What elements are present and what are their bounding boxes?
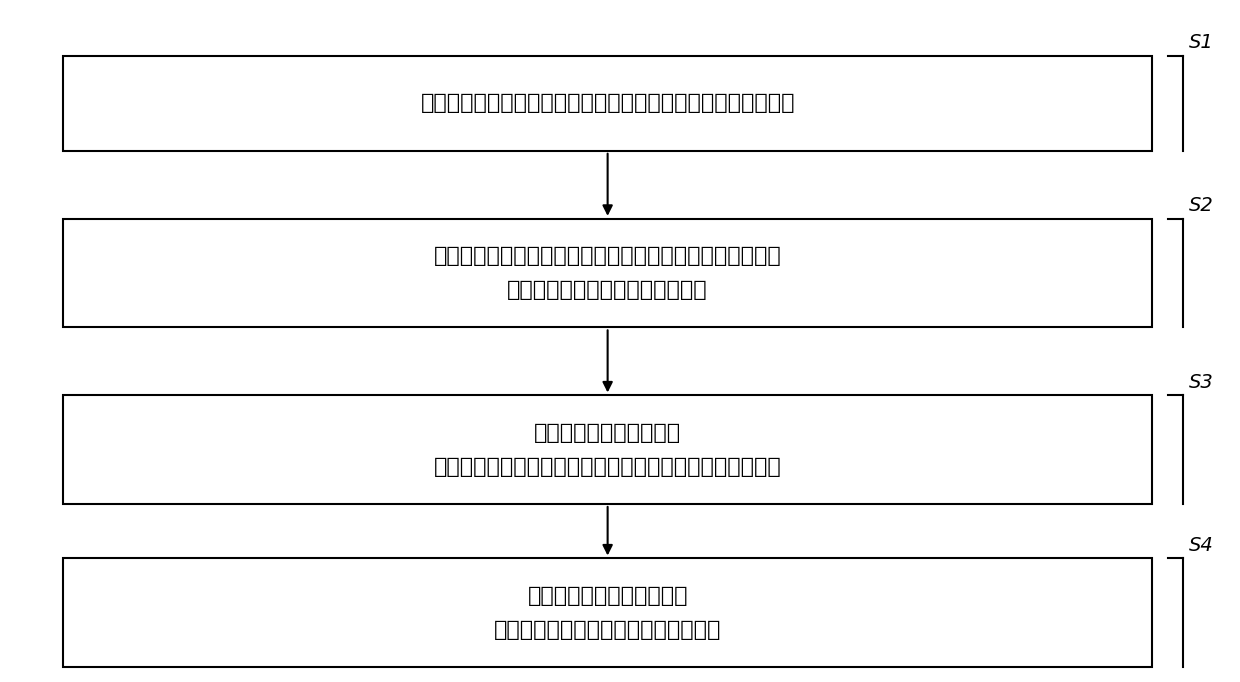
Text: 提供单色均匀面光源，并使单色均匀面光源照射光场成像光谱仪: 提供单色均匀面光源，并使单色均匀面光源照射光场成像光谱仪 [420,93,795,113]
Text: 确定辐射响应比例系数，: 确定辐射响应比例系数， [534,423,681,443]
Text: 提取选定场景的光谱数据，: 提取选定场景的光谱数据， [527,586,688,606]
Text: 并根据标定数据计算谱段响应矩阵: 并根据标定数据计算谱段响应矩阵 [507,280,708,300]
Text: S4: S4 [1189,536,1214,555]
Text: S2: S2 [1189,196,1214,216]
FancyBboxPatch shape [63,56,1152,151]
Text: 并根据辐射响应比例系数和谱段响应矩阵得到实际混叠矩阵: 并根据辐射响应比例系数和谱段响应矩阵得到实际混叠矩阵 [434,457,781,477]
FancyBboxPatch shape [63,396,1152,504]
Text: S3: S3 [1189,373,1214,392]
Text: 获取光场成像光谱仪在各个滤光片在通光窗口的标定数据，: 获取光场成像光谱仪在各个滤光片在通光窗口的标定数据， [434,246,781,266]
Text: S1: S1 [1189,33,1214,53]
Text: 并根据选定场景的光谱数据重构立方体: 并根据选定场景的光谱数据重构立方体 [494,620,722,640]
FancyBboxPatch shape [63,559,1152,667]
FancyBboxPatch shape [63,219,1152,327]
